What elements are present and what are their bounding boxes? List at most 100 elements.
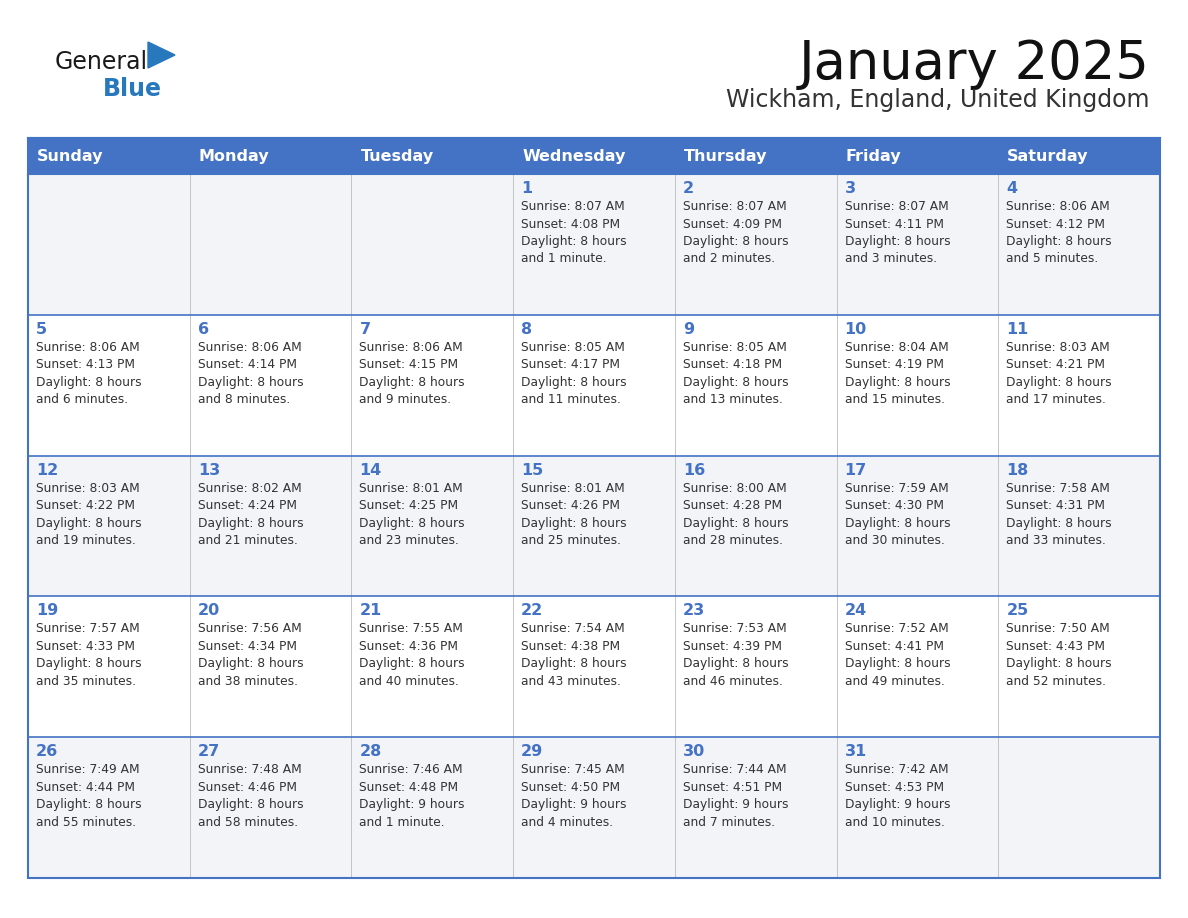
Bar bbox=[29, 455, 190, 597]
Text: 30: 30 bbox=[683, 744, 706, 759]
Text: Sunrise: 7:57 AM
Sunset: 4:33 PM
Daylight: 8 hours
and 35 minutes.: Sunrise: 7:57 AM Sunset: 4:33 PM Dayligh… bbox=[36, 622, 141, 688]
Text: 13: 13 bbox=[197, 463, 220, 477]
Text: Sunrise: 8:00 AM
Sunset: 4:28 PM
Daylight: 8 hours
and 28 minutes.: Sunrise: 8:00 AM Sunset: 4:28 PM Dayligh… bbox=[683, 482, 789, 547]
Text: Sunrise: 7:50 AM
Sunset: 4:43 PM
Daylight: 8 hours
and 52 minutes.: Sunrise: 7:50 AM Sunset: 4:43 PM Dayligh… bbox=[1006, 622, 1112, 688]
Text: 27: 27 bbox=[197, 744, 220, 759]
Bar bbox=[352, 597, 513, 737]
Text: 29: 29 bbox=[522, 744, 543, 759]
Bar bbox=[29, 138, 190, 174]
Bar bbox=[675, 138, 836, 174]
Text: 2: 2 bbox=[683, 181, 694, 196]
Text: 25: 25 bbox=[1006, 603, 1029, 619]
Text: Wickham, England, United Kingdom: Wickham, England, United Kingdom bbox=[727, 88, 1150, 112]
Bar bbox=[29, 737, 190, 878]
Text: 17: 17 bbox=[845, 463, 867, 477]
Bar bbox=[675, 315, 836, 455]
Bar bbox=[836, 737, 998, 878]
Text: Sunrise: 8:06 AM
Sunset: 4:14 PM
Daylight: 8 hours
and 8 minutes.: Sunrise: 8:06 AM Sunset: 4:14 PM Dayligh… bbox=[197, 341, 303, 407]
Bar bbox=[190, 315, 352, 455]
Text: 15: 15 bbox=[522, 463, 543, 477]
Text: Sunday: Sunday bbox=[37, 149, 103, 163]
Bar bbox=[998, 455, 1159, 597]
Text: Sunrise: 7:42 AM
Sunset: 4:53 PM
Daylight: 9 hours
and 10 minutes.: Sunrise: 7:42 AM Sunset: 4:53 PM Dayligh… bbox=[845, 763, 950, 829]
Text: 10: 10 bbox=[845, 322, 867, 337]
Bar bbox=[190, 138, 352, 174]
Bar bbox=[836, 455, 998, 597]
Text: Sunrise: 8:07 AM
Sunset: 4:08 PM
Daylight: 8 hours
and 1 minute.: Sunrise: 8:07 AM Sunset: 4:08 PM Dayligh… bbox=[522, 200, 627, 265]
Bar bbox=[352, 455, 513, 597]
Text: Tuesday: Tuesday bbox=[360, 149, 434, 163]
Text: 6: 6 bbox=[197, 322, 209, 337]
Text: Saturday: Saturday bbox=[1007, 149, 1088, 163]
Bar bbox=[998, 315, 1159, 455]
Text: General: General bbox=[55, 50, 148, 74]
Bar bbox=[29, 138, 1159, 878]
Bar bbox=[675, 597, 836, 737]
Text: 5: 5 bbox=[36, 322, 48, 337]
Bar bbox=[513, 138, 675, 174]
Text: Sunrise: 7:59 AM
Sunset: 4:30 PM
Daylight: 8 hours
and 30 minutes.: Sunrise: 7:59 AM Sunset: 4:30 PM Dayligh… bbox=[845, 482, 950, 547]
Bar bbox=[998, 737, 1159, 878]
Text: 24: 24 bbox=[845, 603, 867, 619]
Bar bbox=[836, 597, 998, 737]
Bar bbox=[29, 315, 190, 455]
Text: 12: 12 bbox=[36, 463, 58, 477]
Text: 18: 18 bbox=[1006, 463, 1029, 477]
Text: 31: 31 bbox=[845, 744, 867, 759]
Text: 14: 14 bbox=[360, 463, 381, 477]
Text: 3: 3 bbox=[845, 181, 855, 196]
Text: Thursday: Thursday bbox=[684, 149, 767, 163]
Text: Sunrise: 7:45 AM
Sunset: 4:50 PM
Daylight: 9 hours
and 4 minutes.: Sunrise: 7:45 AM Sunset: 4:50 PM Dayligh… bbox=[522, 763, 626, 829]
Bar bbox=[190, 737, 352, 878]
Text: Sunrise: 8:01 AM
Sunset: 4:26 PM
Daylight: 8 hours
and 25 minutes.: Sunrise: 8:01 AM Sunset: 4:26 PM Dayligh… bbox=[522, 482, 627, 547]
Text: 1: 1 bbox=[522, 181, 532, 196]
Bar bbox=[190, 174, 352, 315]
Text: Blue: Blue bbox=[103, 77, 162, 101]
Text: Sunrise: 7:54 AM
Sunset: 4:38 PM
Daylight: 8 hours
and 43 minutes.: Sunrise: 7:54 AM Sunset: 4:38 PM Dayligh… bbox=[522, 622, 627, 688]
Text: 28: 28 bbox=[360, 744, 381, 759]
Text: 26: 26 bbox=[36, 744, 58, 759]
Text: 8: 8 bbox=[522, 322, 532, 337]
Text: Sunrise: 8:07 AM
Sunset: 4:11 PM
Daylight: 8 hours
and 3 minutes.: Sunrise: 8:07 AM Sunset: 4:11 PM Dayligh… bbox=[845, 200, 950, 265]
Text: Sunrise: 8:05 AM
Sunset: 4:18 PM
Daylight: 8 hours
and 13 minutes.: Sunrise: 8:05 AM Sunset: 4:18 PM Dayligh… bbox=[683, 341, 789, 407]
Text: Friday: Friday bbox=[846, 149, 902, 163]
Text: Sunrise: 8:02 AM
Sunset: 4:24 PM
Daylight: 8 hours
and 21 minutes.: Sunrise: 8:02 AM Sunset: 4:24 PM Dayligh… bbox=[197, 482, 303, 547]
Text: Sunrise: 8:06 AM
Sunset: 4:12 PM
Daylight: 8 hours
and 5 minutes.: Sunrise: 8:06 AM Sunset: 4:12 PM Dayligh… bbox=[1006, 200, 1112, 265]
Bar bbox=[836, 315, 998, 455]
Text: 19: 19 bbox=[36, 603, 58, 619]
Text: Sunrise: 8:04 AM
Sunset: 4:19 PM
Daylight: 8 hours
and 15 minutes.: Sunrise: 8:04 AM Sunset: 4:19 PM Dayligh… bbox=[845, 341, 950, 407]
Text: 22: 22 bbox=[522, 603, 543, 619]
Text: 23: 23 bbox=[683, 603, 706, 619]
Text: Sunrise: 7:55 AM
Sunset: 4:36 PM
Daylight: 8 hours
and 40 minutes.: Sunrise: 7:55 AM Sunset: 4:36 PM Dayligh… bbox=[360, 622, 465, 688]
Text: Sunrise: 8:07 AM
Sunset: 4:09 PM
Daylight: 8 hours
and 2 minutes.: Sunrise: 8:07 AM Sunset: 4:09 PM Dayligh… bbox=[683, 200, 789, 265]
Text: 9: 9 bbox=[683, 322, 694, 337]
Bar bbox=[513, 455, 675, 597]
Bar bbox=[513, 597, 675, 737]
Text: January 2025: January 2025 bbox=[800, 38, 1150, 90]
Text: 20: 20 bbox=[197, 603, 220, 619]
Polygon shape bbox=[148, 42, 175, 68]
Text: Sunrise: 8:05 AM
Sunset: 4:17 PM
Daylight: 8 hours
and 11 minutes.: Sunrise: 8:05 AM Sunset: 4:17 PM Dayligh… bbox=[522, 341, 627, 407]
Text: Monday: Monday bbox=[198, 149, 270, 163]
Bar bbox=[352, 138, 513, 174]
Bar bbox=[675, 737, 836, 878]
Bar bbox=[513, 315, 675, 455]
Bar bbox=[29, 597, 190, 737]
Text: Sunrise: 7:58 AM
Sunset: 4:31 PM
Daylight: 8 hours
and 33 minutes.: Sunrise: 7:58 AM Sunset: 4:31 PM Dayligh… bbox=[1006, 482, 1112, 547]
Text: Sunrise: 7:48 AM
Sunset: 4:46 PM
Daylight: 8 hours
and 58 minutes.: Sunrise: 7:48 AM Sunset: 4:46 PM Dayligh… bbox=[197, 763, 303, 829]
Bar bbox=[675, 174, 836, 315]
Text: 11: 11 bbox=[1006, 322, 1029, 337]
Bar bbox=[675, 455, 836, 597]
Text: 21: 21 bbox=[360, 603, 381, 619]
Bar bbox=[513, 737, 675, 878]
Text: Sunrise: 7:52 AM
Sunset: 4:41 PM
Daylight: 8 hours
and 49 minutes.: Sunrise: 7:52 AM Sunset: 4:41 PM Dayligh… bbox=[845, 622, 950, 688]
Bar bbox=[29, 174, 190, 315]
Text: 16: 16 bbox=[683, 463, 706, 477]
Bar bbox=[352, 737, 513, 878]
Text: Sunrise: 7:46 AM
Sunset: 4:48 PM
Daylight: 9 hours
and 1 minute.: Sunrise: 7:46 AM Sunset: 4:48 PM Dayligh… bbox=[360, 763, 465, 829]
Bar bbox=[513, 174, 675, 315]
Text: Sunrise: 7:56 AM
Sunset: 4:34 PM
Daylight: 8 hours
and 38 minutes.: Sunrise: 7:56 AM Sunset: 4:34 PM Dayligh… bbox=[197, 622, 303, 688]
Text: 7: 7 bbox=[360, 322, 371, 337]
Text: 4: 4 bbox=[1006, 181, 1017, 196]
Text: Sunrise: 8:06 AM
Sunset: 4:15 PM
Daylight: 8 hours
and 9 minutes.: Sunrise: 8:06 AM Sunset: 4:15 PM Dayligh… bbox=[360, 341, 465, 407]
